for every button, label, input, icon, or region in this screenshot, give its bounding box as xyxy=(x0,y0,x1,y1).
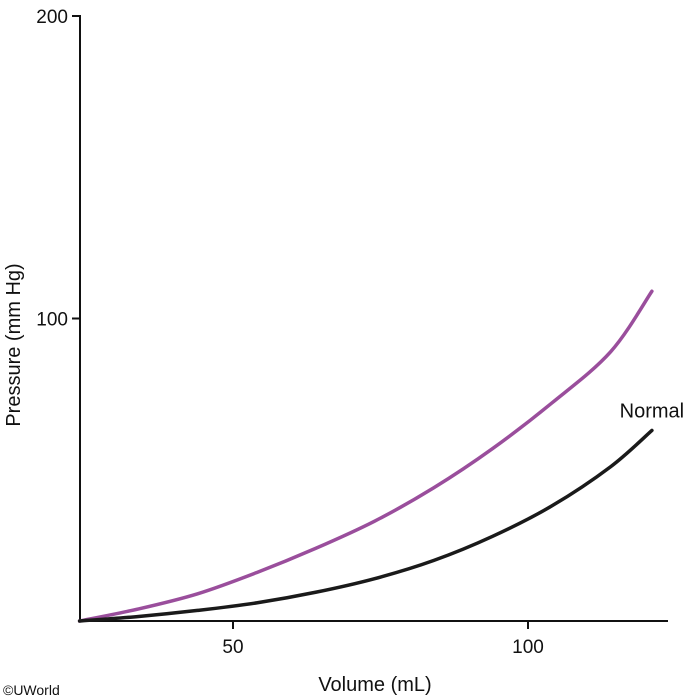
y-tick-label: 200 xyxy=(36,7,68,28)
normal-curve xyxy=(77,428,654,623)
normal-series-label: Normal xyxy=(620,400,684,422)
ticks: 50 100 100 200 xyxy=(36,7,544,658)
x-tick-label: 50 xyxy=(222,637,243,658)
y-axis-title: Pressure (mm Hg) xyxy=(3,263,25,426)
x-tick-label: 100 xyxy=(512,637,544,658)
series-1-curve xyxy=(77,289,654,623)
y-tick-label: 100 xyxy=(36,310,68,331)
axes xyxy=(79,15,668,622)
series-layer: Normal xyxy=(77,289,684,623)
x-axis-title: Volume (mL) xyxy=(318,674,431,696)
copyright-text: ©UWorld xyxy=(3,682,60,698)
